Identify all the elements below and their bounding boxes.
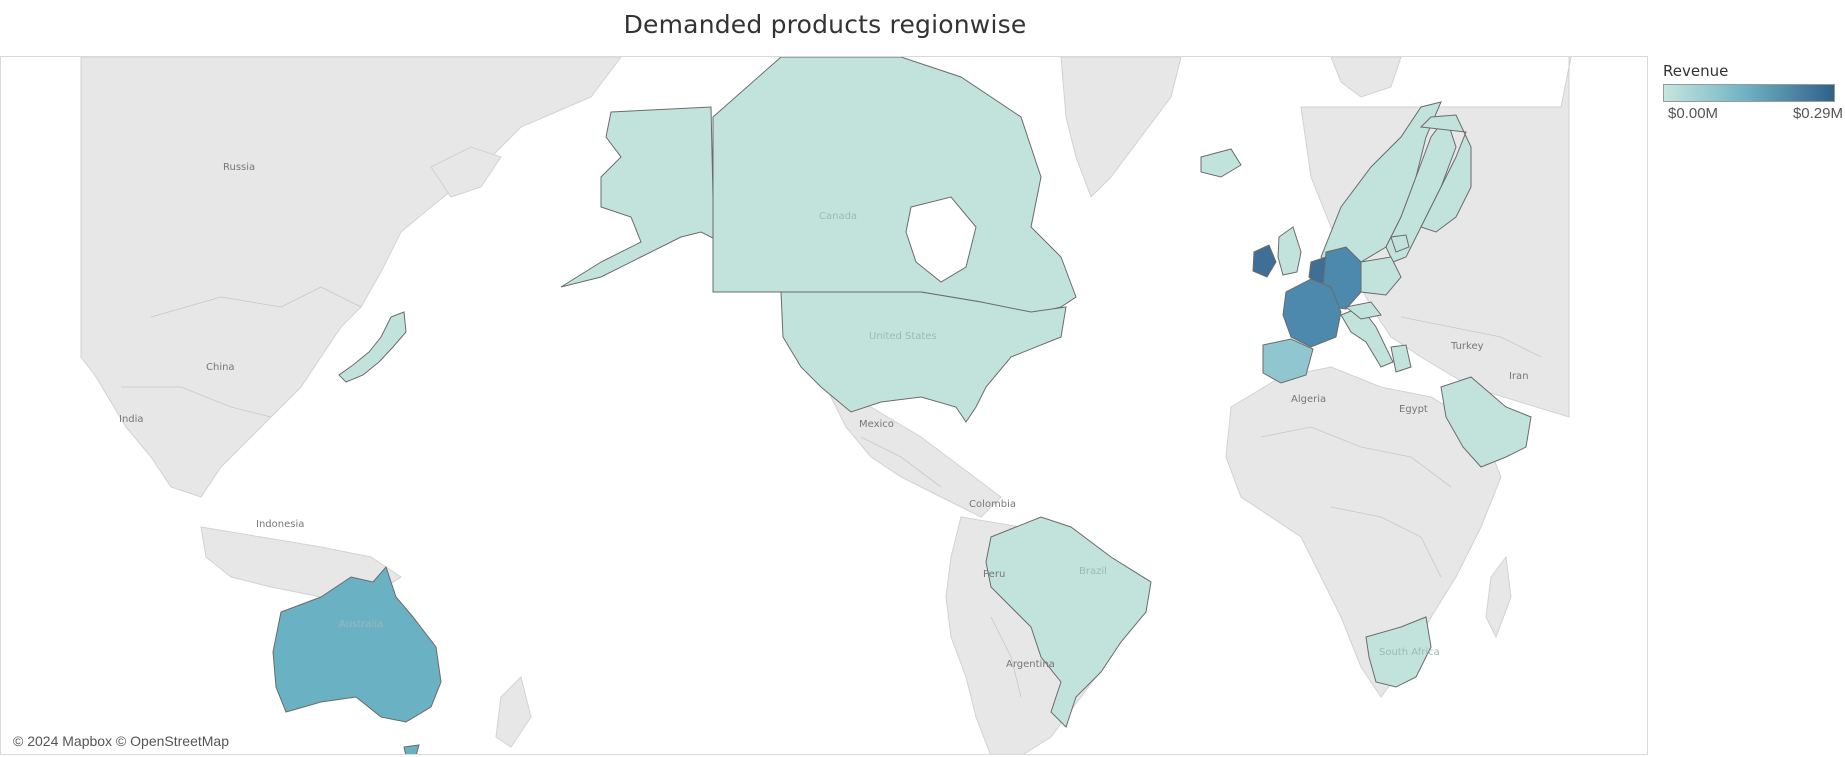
legend-max-label: $0.29M [1792, 105, 1843, 122]
label-united-states: United States [869, 331, 937, 342]
region-austria[interactable] [1344, 301, 1382, 320]
region-united-states[interactable] [780, 291, 1067, 423]
label-colombia: Colombia [969, 499, 1016, 510]
label-russia: Russia [223, 162, 255, 173]
region-sweden[interactable] [1385, 115, 1457, 263]
label-canada: Canada [819, 211, 857, 222]
region-australia[interactable] [272, 566, 442, 723]
region-japan[interactable] [338, 311, 407, 383]
region-poland[interactable] [1360, 256, 1402, 296]
region-tasmania[interactable] [403, 744, 420, 755]
label-brazil: Brazil [1079, 566, 1107, 577]
region-latvia[interactable] [1390, 234, 1410, 253]
label-mexico: Mexico [859, 419, 894, 430]
chart-title: Demanded products regionwise [623, 10, 1027, 39]
label-india: India [119, 414, 144, 425]
legend-gradient-bar [1663, 84, 1835, 102]
legend-title: Revenue [1663, 62, 1729, 80]
region-south-africa[interactable] [1365, 616, 1432, 688]
color-legend[interactable]: Revenue $0.00M $0.29M [1663, 62, 1843, 125]
label-iran: Iran [1509, 371, 1529, 382]
map-labels: Russia China India Indonesia Canada Unit… [119, 162, 1529, 670]
label-australia: Australia [339, 619, 383, 630]
region-canada[interactable] [712, 57, 1077, 318]
world-map[interactable]: Russia China India Indonesia Canada Unit… [1, 57, 1648, 755]
label-china: China [206, 362, 235, 373]
revenue-regions [272, 57, 1532, 755]
map-view[interactable]: Russia China India Indonesia Canada Unit… [0, 56, 1648, 755]
label-peru: Peru [983, 569, 1005, 580]
label-indonesia: Indonesia [256, 519, 304, 530]
region-greece[interactable] [1390, 344, 1412, 373]
region-ireland[interactable] [1252, 244, 1277, 278]
region-saudi-arabia[interactable] [1440, 376, 1532, 468]
label-egypt: Egypt [1399, 404, 1428, 415]
label-argentina: Argentina [1006, 659, 1055, 670]
region-brazil[interactable] [985, 516, 1152, 728]
map-attribution[interactable]: © 2024 Mapbox © OpenStreetMap [10, 732, 232, 750]
label-south-africa: South Africa [1379, 647, 1440, 658]
label-turkey: Turkey [1450, 341, 1484, 352]
internal-borders [121, 286, 1542, 698]
region-spain[interactable] [1262, 338, 1314, 384]
region-france[interactable] [1282, 278, 1342, 348]
label-algeria: Algeria [1291, 394, 1326, 405]
region-iceland[interactable] [1200, 148, 1242, 178]
legend-min-label: $0.00M [1668, 105, 1719, 122]
region-uk[interactable] [1277, 226, 1302, 276]
region-finland[interactable] [1419, 114, 1472, 233]
legend-ticks: $0.00M $0.29M [1663, 105, 1843, 125]
